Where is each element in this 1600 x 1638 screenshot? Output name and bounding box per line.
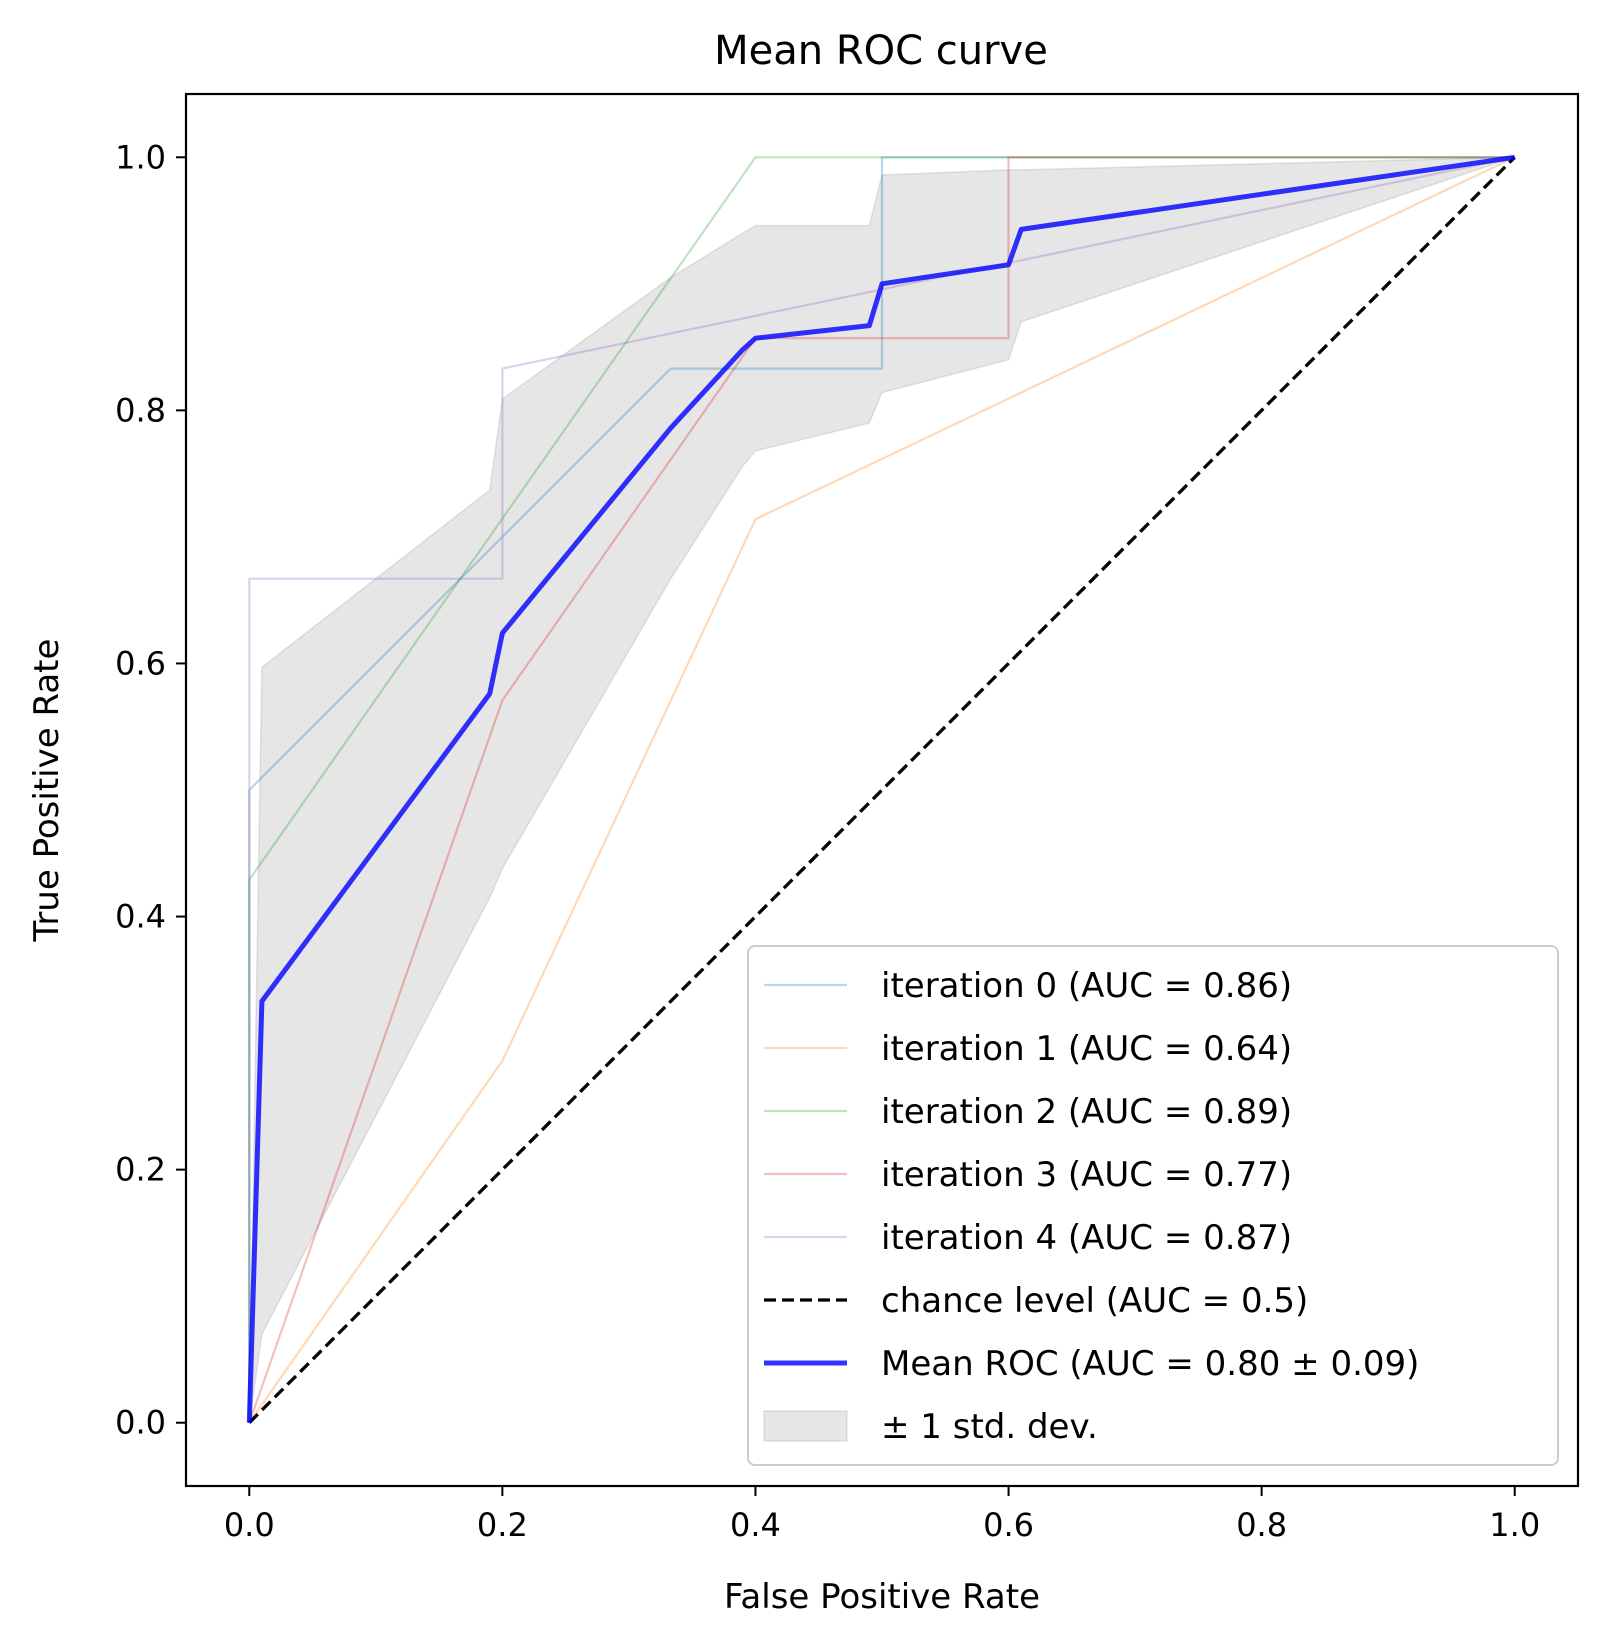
- y-axis-label: True Positive Rate: [27, 639, 67, 943]
- series-layer: [246, 154, 1516, 1424]
- y-axis: 0.0 0.2 0.4 0.6 0.8 1.0: [115, 138, 186, 1442]
- series-line-0: [248, 156, 1515, 1423]
- plot-frame: [184, 92, 1580, 1488]
- legend-label-4: iteration 4 (AUC = 0.87): [881, 1218, 1292, 1258]
- x-tick-label: 0.2: [477, 1506, 528, 1544]
- series-line-2: [248, 156, 1515, 1423]
- x-tick-label: 1.0: [1489, 1506, 1540, 1544]
- legend-swatch-band: [763, 1410, 848, 1442]
- legend-label-6: Mean ROC (AUC = 0.80 ± 0.09): [881, 1344, 1419, 1384]
- y-tick-label: 0.4: [115, 898, 166, 936]
- y-tick-label: 0.6: [115, 644, 166, 682]
- legend-label-0: iteration 0 (AUC = 0.86): [881, 966, 1292, 1006]
- x-tick-label: 0.6: [983, 1506, 1034, 1544]
- series-line-6: [246, 154, 1516, 1423]
- y-tick-label: 0.8: [115, 391, 166, 429]
- legend-label-2: iteration 2 (AUC = 0.89): [881, 1092, 1292, 1132]
- chart-title: Mean ROC curve: [714, 28, 1048, 74]
- y-tick-label: 0.0: [115, 1404, 166, 1442]
- x-tick-label: 0.0: [224, 1506, 275, 1544]
- legend-items: iteration 0 (AUC = 0.86) iteration 1 (AUC…: [763, 966, 1419, 1447]
- x-axis: 0.0 0.2 0.4 0.6 0.8 1.0: [224, 1486, 1540, 1544]
- legend-label-band: ± 1 std. dev.: [881, 1407, 1098, 1447]
- y-tick-label: 1.0: [115, 138, 166, 176]
- legend-label-3: iteration 3 (AUC = 0.77): [881, 1155, 1292, 1195]
- legend-label-1: iteration 1 (AUC = 0.64): [881, 1029, 1292, 1069]
- legend-label-5: chance level (AUC = 0.5): [881, 1281, 1308, 1321]
- series-line-1: [248, 156, 1516, 1424]
- x-tick-label: 0.4: [730, 1506, 781, 1544]
- y-tick-label: 0.2: [115, 1151, 166, 1189]
- series-line-5: [248, 156, 1516, 1424]
- series-line-3: [248, 156, 1515, 1424]
- legend-frame: [747, 945, 1559, 1466]
- x-axis-label: False Positive Rate: [724, 1577, 1040, 1617]
- x-tick-label: 0.8: [1236, 1506, 1287, 1544]
- series-line-4: [248, 156, 1515, 1423]
- legend: iteration 0 (AUC = 0.86) iteration 1 (AUC…: [747, 945, 1559, 1466]
